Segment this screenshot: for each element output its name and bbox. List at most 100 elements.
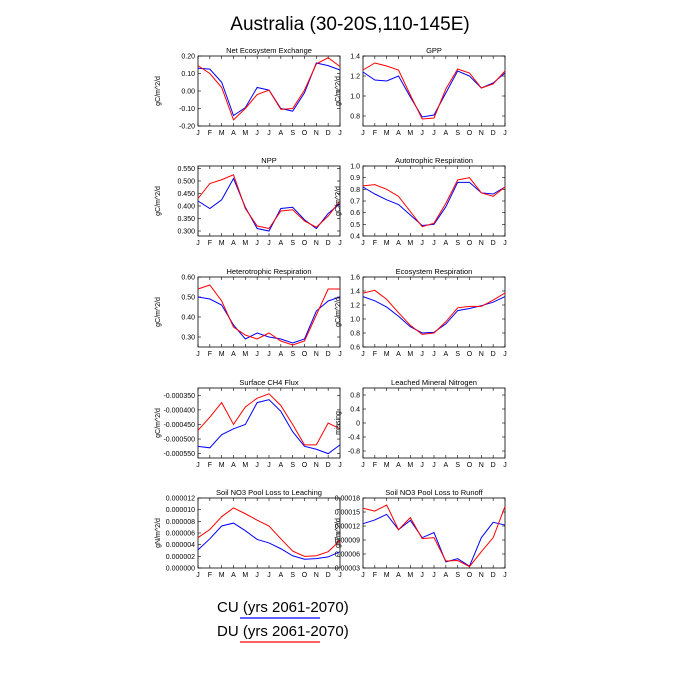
x-tick-label: J xyxy=(255,130,259,137)
x-tick-label: M xyxy=(242,240,248,247)
x-tick-label: J xyxy=(338,572,342,579)
plot-frame xyxy=(362,387,506,459)
y-tick-label: 1.2 xyxy=(350,303,360,310)
panel-title: Net Ecosystem Exchange xyxy=(226,46,312,55)
x-tick-label: A xyxy=(396,351,401,358)
y-tick-label: 1.0 xyxy=(350,164,360,171)
x-tick-label: A xyxy=(231,572,236,579)
x-tick-label: J xyxy=(267,130,271,137)
x-tick-label: F xyxy=(208,572,212,579)
x-tick-label: F xyxy=(373,240,377,247)
x-tick-label: D xyxy=(326,572,331,579)
series-line-du xyxy=(362,62,506,120)
y-tick-label: 1.6 xyxy=(350,275,360,282)
chart-panels: Net Ecosystem Exchange -0.20 -0.10 0.00 0.10… xyxy=(155,46,507,579)
y-tick-label: 0.40 xyxy=(181,315,195,322)
x-tick-label: J xyxy=(255,572,259,579)
x-tick-label: J xyxy=(361,130,365,137)
series-line-cu xyxy=(362,70,506,118)
y-tick-label: -0.000350 xyxy=(163,393,195,400)
x-tick-label: D xyxy=(491,130,496,137)
y-tick-label: 0.00018 xyxy=(335,496,360,503)
x-tick-label: A xyxy=(278,462,283,469)
x-tick-label: J xyxy=(267,240,271,247)
x-tick-label: F xyxy=(208,351,212,358)
y-tick-label: 0.9 xyxy=(350,175,360,182)
y-axis-label: gC/m^2/d xyxy=(335,186,342,216)
x-tick-label: S xyxy=(455,240,460,247)
x-tick-label: M xyxy=(219,130,225,137)
y-tick-label: 1.2 xyxy=(350,74,360,81)
series-line-cu xyxy=(362,513,506,567)
panel-title: NPP xyxy=(261,156,276,165)
y-axis-label: missing xyxy=(335,411,342,435)
panel-soil-no3-pool-loss-to-runoff: Soil NO3 Pool Loss to Runoff 0.00003 0.000… xyxy=(335,488,507,579)
x-tick-label: M xyxy=(407,462,413,469)
x-tick-label: A xyxy=(231,240,236,247)
x-tick-label: S xyxy=(290,130,295,137)
series-line-du xyxy=(197,507,341,557)
x-tick-label: F xyxy=(208,130,212,137)
y-tick-label: 0.000012 xyxy=(166,496,195,503)
x-tick-label: J xyxy=(432,462,436,469)
x-tick-label: J xyxy=(255,351,259,358)
panel-title: Surface CH4 Flux xyxy=(239,378,298,387)
y-tick-label: 0.000006 xyxy=(166,531,195,538)
y-axis-label: gN/m^2/d xyxy=(155,518,162,548)
y-tick-label: 0.00009 xyxy=(335,538,360,545)
x-tick-label: J xyxy=(267,572,271,579)
x-tick-label: O xyxy=(302,351,308,358)
x-tick-label: A xyxy=(231,462,236,469)
x-tick-label: O xyxy=(302,462,308,469)
series-line-du xyxy=(362,177,506,228)
x-tick-label: N xyxy=(479,351,484,358)
x-tick-label: N xyxy=(314,462,319,469)
y-tick-label: 0.4 xyxy=(350,234,360,241)
x-tick-label: M xyxy=(384,351,390,358)
figure-title: Australia (30-20S,110-145E) xyxy=(230,14,469,35)
x-tick-label: N xyxy=(479,240,484,247)
x-tick-label: M xyxy=(384,462,390,469)
panel-ecosystem-respiration: Ecosystem Respiration 0.6 0.8 1.0 1.2 1.4 1.6 J… xyxy=(335,267,507,358)
x-tick-label: N xyxy=(314,130,319,137)
x-tick-label: J xyxy=(432,572,436,579)
x-tick-label: M xyxy=(242,130,248,137)
x-tick-label: J xyxy=(338,462,342,469)
x-tick-label: M xyxy=(384,130,390,137)
x-tick-label: S xyxy=(455,462,460,469)
y-tick-label: 0.000010 xyxy=(166,507,195,514)
y-tick-label: -0.20 xyxy=(179,124,195,131)
y-tick-label: 1.0 xyxy=(350,317,360,324)
x-tick-label: M xyxy=(407,130,413,137)
x-tick-label: D xyxy=(491,462,496,469)
y-tick-label: -0.000400 xyxy=(163,407,195,414)
x-tick-label: J xyxy=(420,240,424,247)
panel-title: Leached Mineral Nitrogen xyxy=(391,378,477,387)
x-tick-label: J xyxy=(432,130,436,137)
series-line-cu xyxy=(197,399,341,455)
y-tick-label: 0.350 xyxy=(177,216,195,223)
x-tick-label: O xyxy=(467,572,473,579)
x-tick-label: A xyxy=(278,351,283,358)
y-tick-label: 0.400 xyxy=(177,204,195,211)
x-tick-label: N xyxy=(314,572,319,579)
x-tick-label: A xyxy=(231,130,236,137)
x-tick-label: M xyxy=(219,240,225,247)
y-tick-label: 0.00006 xyxy=(335,552,360,559)
x-tick-label: F xyxy=(208,462,212,469)
x-tick-label: D xyxy=(326,130,331,137)
x-tick-label: M xyxy=(384,572,390,579)
x-tick-label: A xyxy=(443,130,448,137)
x-tick-label: F xyxy=(208,240,212,247)
panel-title: Ecosystem Respiration xyxy=(396,267,473,276)
x-tick-label: J xyxy=(432,240,436,247)
x-tick-label: M xyxy=(242,351,248,358)
x-tick-label: J xyxy=(361,351,365,358)
x-tick-label: J xyxy=(196,351,200,358)
y-tick-label: 0.00012 xyxy=(335,524,360,531)
x-tick-label: J xyxy=(503,572,507,579)
x-tick-label: D xyxy=(326,462,331,469)
x-tick-label: D xyxy=(491,351,496,358)
y-tick-label: 0.00015 xyxy=(335,510,360,517)
x-tick-label: A xyxy=(443,462,448,469)
